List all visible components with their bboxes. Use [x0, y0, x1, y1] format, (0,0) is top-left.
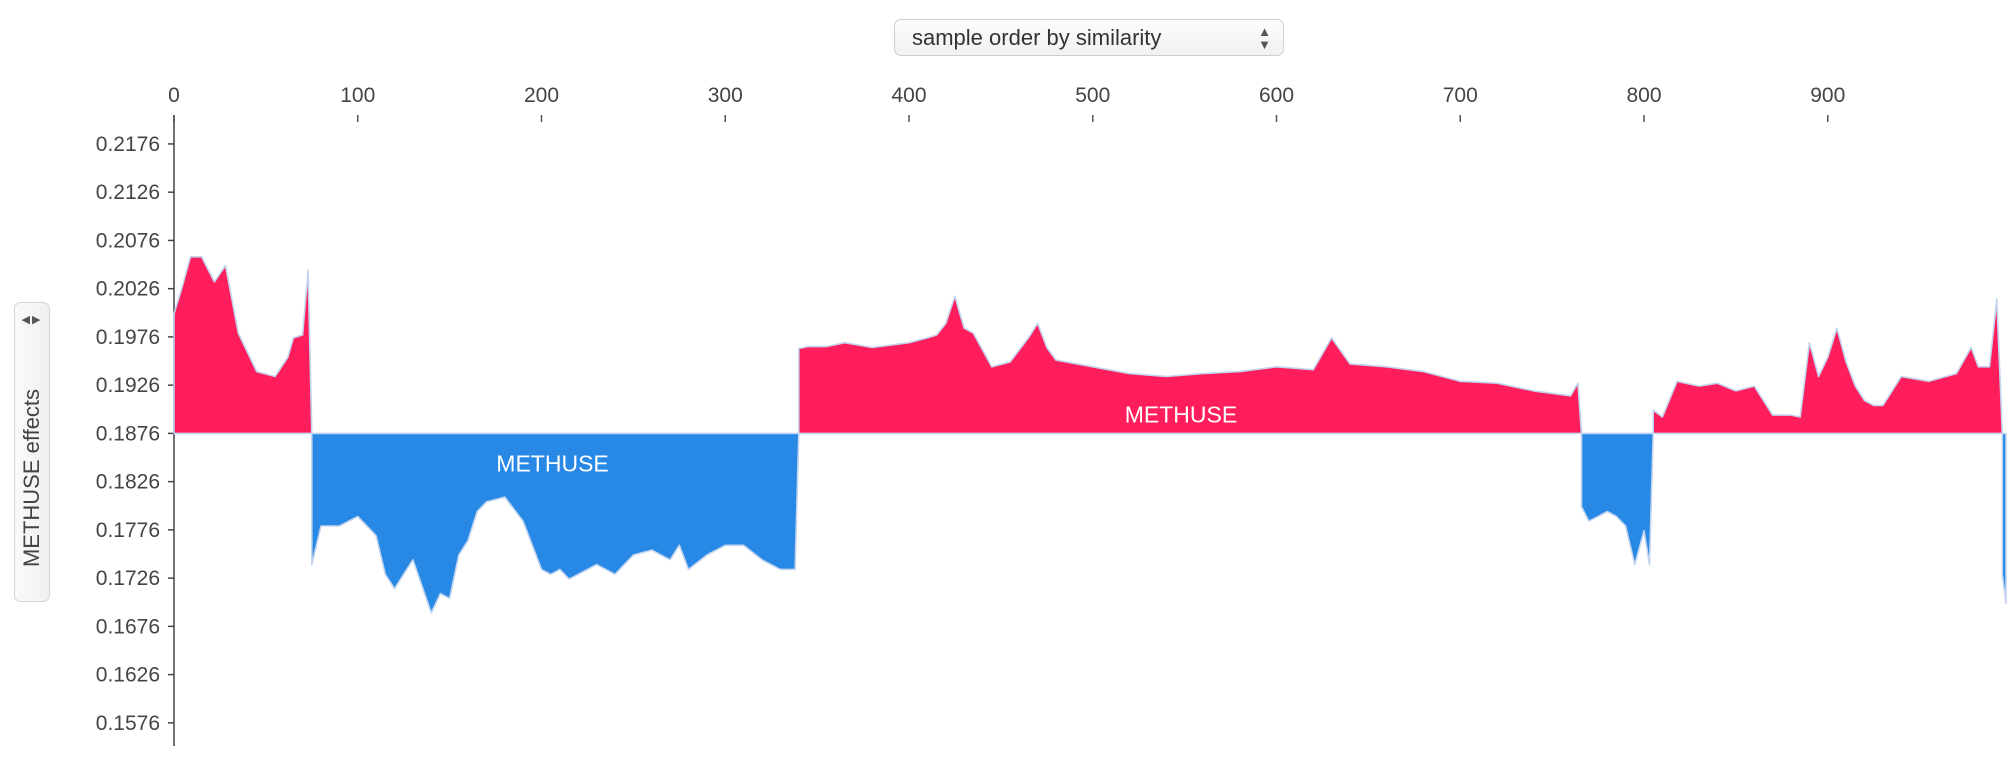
positive-effect-area — [174, 257, 312, 434]
x-tick-label: 0 — [168, 84, 180, 107]
y-tick-label: 0.1926 — [96, 374, 160, 397]
x-tick-label: 600 — [1259, 84, 1294, 107]
effect-areas — [174, 257, 2006, 613]
y-tick-label: 0.1726 — [96, 567, 160, 590]
x-tick-label: 300 — [708, 84, 743, 107]
negative-area-label: METHUSE — [496, 450, 608, 476]
x-axis: 0 100 200 300 400 500 600 700 800 900 — [168, 84, 1845, 122]
y-tick-label: 0.1826 — [96, 471, 160, 494]
positive-effect-area — [1653, 299, 2002, 433]
y-tick-label: 0.1676 — [96, 615, 160, 638]
y-tick-label: 0.2176 — [96, 133, 160, 156]
select-arrows-icon: ▲ ▼ — [1258, 20, 1271, 55]
sample-order-select-value: sample order by similarity — [912, 25, 1161, 50]
positive-area-label: METHUSE — [1125, 401, 1237, 427]
y-tick-label: 0.1876 — [96, 422, 160, 445]
y-axis: 0.2176 0.2126 0.2076 0.2026 0.1976 0.1926 0.18… — [96, 115, 174, 746]
x-tick-label: 200 — [524, 84, 559, 107]
x-tick-label: 400 — [891, 84, 926, 107]
x-tick-label: 700 — [1443, 84, 1478, 107]
y-tick-label: 0.2126 — [96, 181, 160, 204]
y-tick-label: 0.1626 — [96, 664, 160, 687]
x-tick-label: 100 — [340, 84, 375, 107]
x-tick-label: 500 — [1075, 84, 1110, 107]
y-tick-label: 0.1976 — [96, 326, 160, 349]
y-tick-label: 0.1776 — [96, 519, 160, 542]
x-tick-label: 800 — [1626, 84, 1661, 107]
x-tick-label: 900 — [1810, 84, 1845, 107]
y-tick-label: 0.1576 — [96, 712, 160, 735]
y-axis-effect-label: METHUSE effects — [19, 389, 45, 567]
y-tick-label: 0.2076 — [96, 229, 160, 252]
y-tick-label: 0.2026 — [96, 278, 160, 301]
negative-effect-area — [1582, 433, 1654, 564]
negative-effect-area — [2002, 433, 2006, 603]
y-axis-effect-select[interactable]: ◀▶ METHUSE effects — [14, 302, 50, 602]
side-select-arrows-icon: ◀▶ — [15, 313, 49, 326]
sample-order-select[interactable]: sample order by similarity ▲ ▼ — [894, 19, 1284, 56]
